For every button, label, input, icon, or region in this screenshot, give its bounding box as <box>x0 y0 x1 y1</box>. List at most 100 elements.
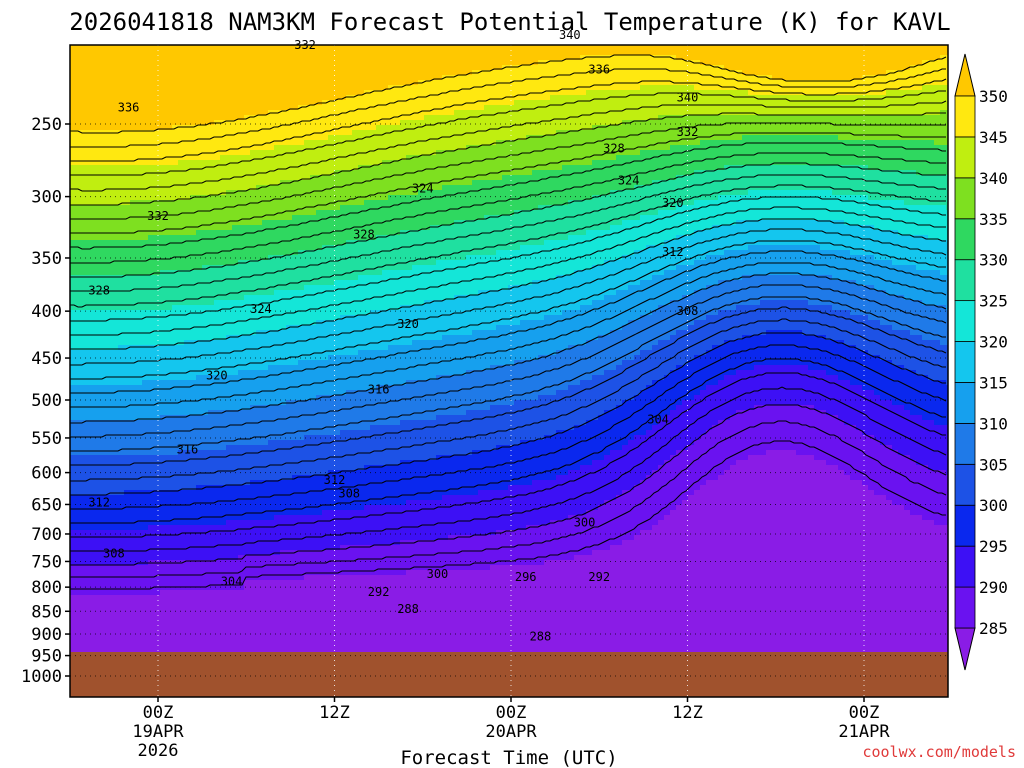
field-cell <box>460 165 467 171</box>
field-cell <box>196 75 203 81</box>
field-cell <box>862 95 869 101</box>
field-cell <box>922 190 929 196</box>
field-cell <box>586 50 593 56</box>
field-cell <box>250 150 257 156</box>
field-cell <box>250 60 257 66</box>
field-cell <box>208 165 215 171</box>
field-cell <box>214 205 221 211</box>
field-cell <box>850 115 857 121</box>
field-cell <box>574 80 581 86</box>
field-cell <box>172 110 179 116</box>
field-cell <box>196 145 203 151</box>
field-cell <box>310 60 317 66</box>
field-cell <box>418 160 425 166</box>
field-cell <box>286 65 293 71</box>
field-cell <box>112 210 119 216</box>
field-cell <box>910 155 917 161</box>
field-cell <box>316 210 323 216</box>
field-cell <box>886 195 893 201</box>
field-cell <box>76 150 83 156</box>
field-cell <box>244 45 251 51</box>
field-cell <box>910 175 917 181</box>
field-cell <box>346 50 353 56</box>
field-cell <box>892 55 899 61</box>
field-cell <box>82 85 89 91</box>
field-cell <box>868 150 875 156</box>
field-cell <box>292 80 299 86</box>
field-cell <box>766 70 773 76</box>
field-cell <box>526 110 533 116</box>
field-cell <box>814 45 821 51</box>
field-cell <box>274 200 281 206</box>
field-cell <box>772 155 779 161</box>
field-cell <box>310 95 317 101</box>
field-cell <box>238 170 245 176</box>
field-cell <box>826 65 833 71</box>
field-cell <box>214 145 221 151</box>
field-cell <box>538 70 545 76</box>
field-cell <box>664 85 671 91</box>
field-cell <box>190 115 197 121</box>
field-cell <box>214 85 221 91</box>
field-cell <box>628 45 635 51</box>
field-cell <box>856 150 863 156</box>
field-cell <box>736 145 743 151</box>
field-cell <box>592 100 599 106</box>
field-cell <box>76 155 83 161</box>
field-cell <box>292 110 299 116</box>
field-cell <box>466 90 473 96</box>
field-cell <box>490 125 497 131</box>
field-cell <box>136 75 143 81</box>
field-cell <box>820 190 827 196</box>
field-cell <box>754 85 761 91</box>
field-cell <box>526 170 533 176</box>
field-cell <box>742 115 749 121</box>
field-cell <box>376 170 383 176</box>
field-cell <box>886 95 893 101</box>
field-cell <box>166 70 173 76</box>
field-cell <box>772 145 779 151</box>
field-cell <box>208 140 215 146</box>
field-cell <box>238 120 245 126</box>
field-cell <box>196 115 203 121</box>
field-cell <box>592 175 599 181</box>
field-cell <box>844 190 851 196</box>
field-cell <box>472 180 479 186</box>
field-cell <box>400 185 407 191</box>
field-cell <box>796 75 803 81</box>
field-cell <box>634 45 641 51</box>
field-cell <box>580 85 587 91</box>
field-cell <box>304 155 311 161</box>
field-cell <box>154 135 161 141</box>
field-cell <box>154 75 161 81</box>
field-cell <box>658 65 665 71</box>
field-cell <box>592 130 599 136</box>
field-cell <box>844 125 851 131</box>
field-cell <box>226 55 233 61</box>
field-cell <box>778 105 785 111</box>
field-cell <box>502 45 509 51</box>
field-cell <box>838 50 845 56</box>
field-cell <box>628 115 635 121</box>
field-cell <box>616 90 623 96</box>
field-cell <box>346 105 353 111</box>
field-cell <box>118 180 125 186</box>
field-cell <box>478 135 485 141</box>
field-cell <box>934 165 941 171</box>
field-cell <box>568 75 575 81</box>
field-cell <box>826 190 833 196</box>
field-cell <box>298 100 305 106</box>
field-cell <box>724 80 731 86</box>
field-cell <box>712 75 719 81</box>
field-cell <box>412 65 419 71</box>
field-cell <box>196 65 203 71</box>
field-cell <box>304 85 311 91</box>
field-cell <box>82 80 89 86</box>
field-cell <box>280 205 287 211</box>
field-cell <box>790 175 797 181</box>
field-cell <box>646 100 653 106</box>
field-cell <box>694 190 701 196</box>
field-cell <box>796 175 803 181</box>
field-cell <box>442 85 449 91</box>
field-cell <box>226 185 233 191</box>
